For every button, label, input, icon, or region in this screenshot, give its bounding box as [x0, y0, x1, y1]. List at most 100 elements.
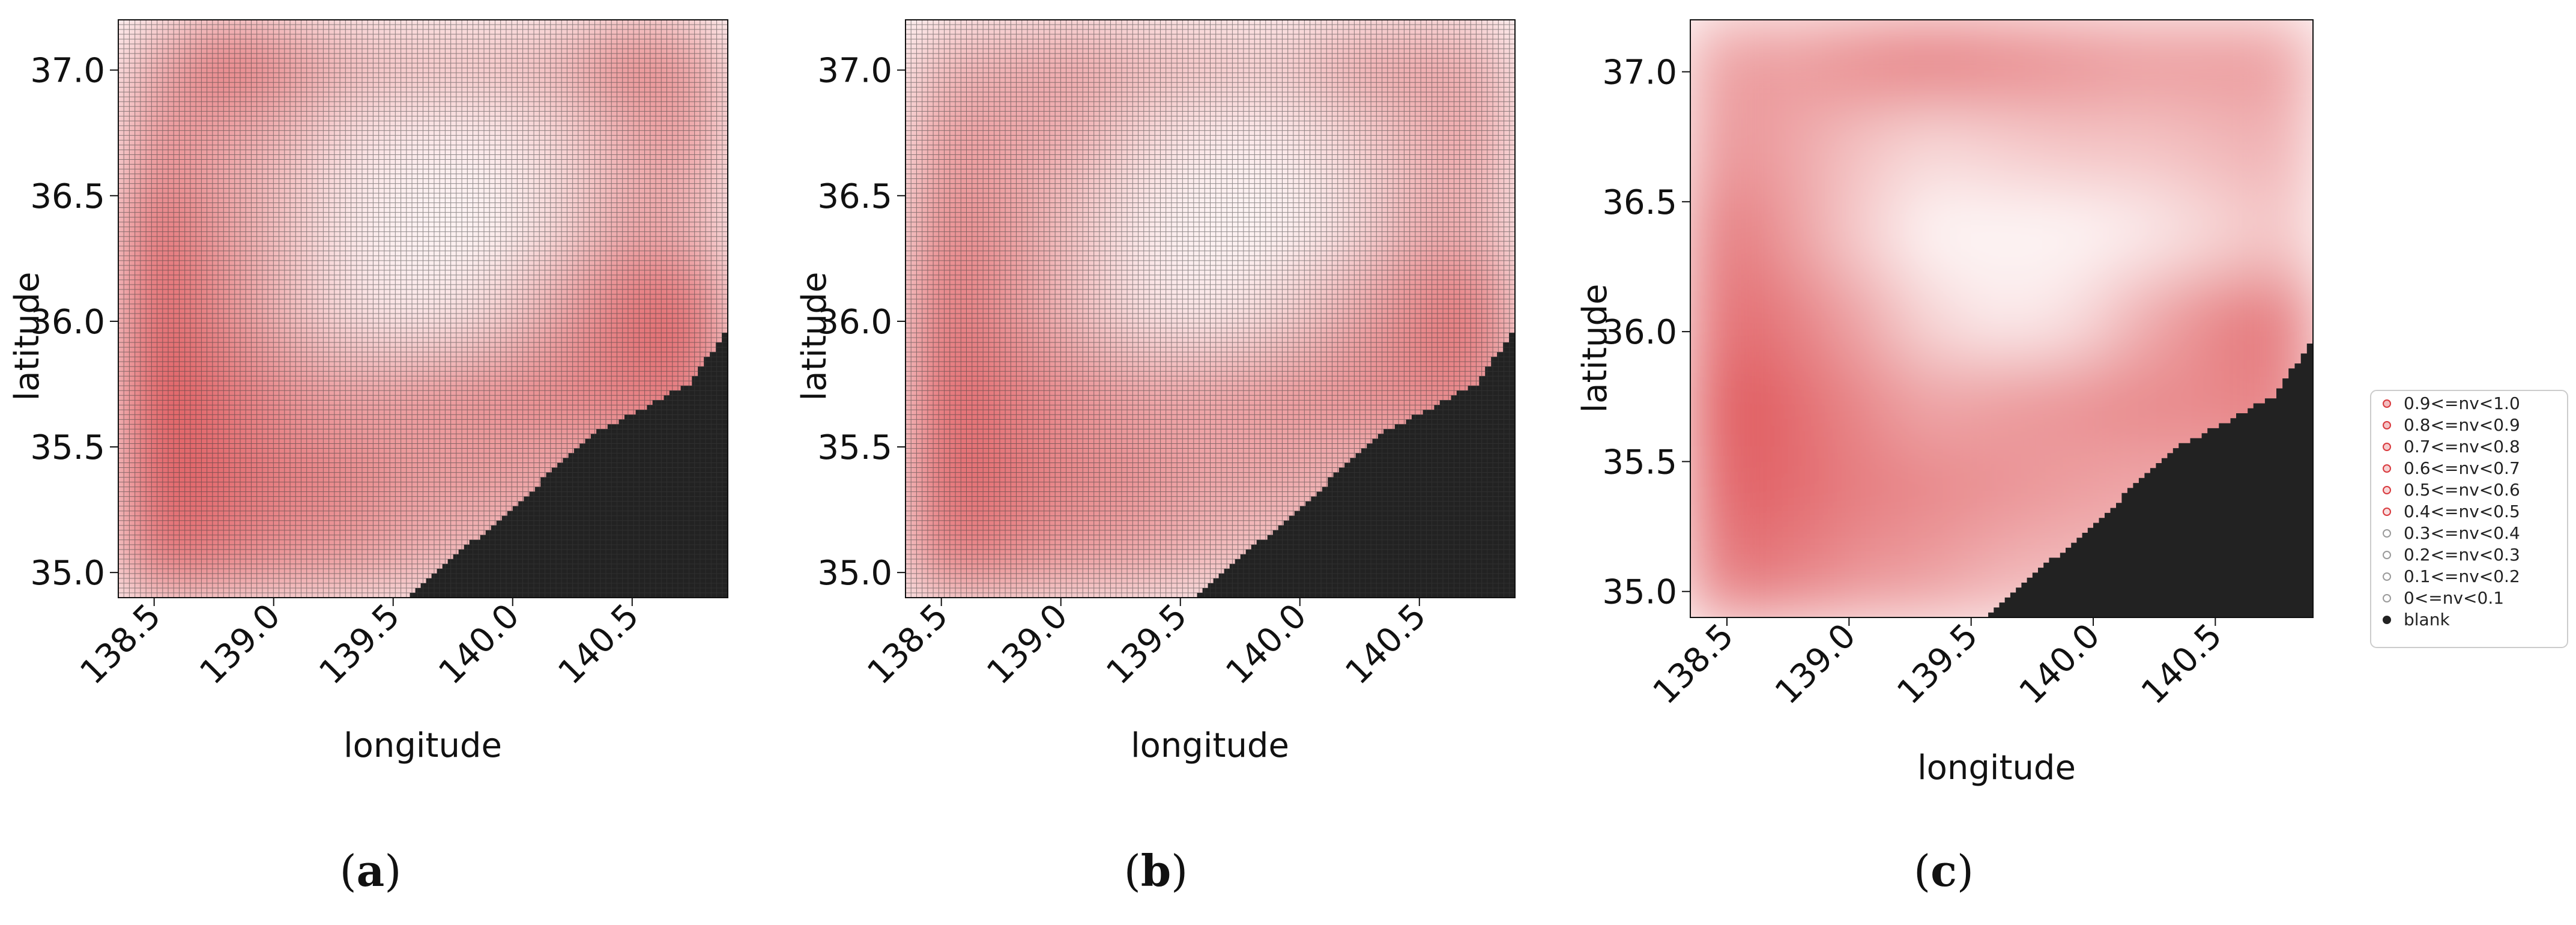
heat-cell: [118, 349, 187, 434]
heat-cell: [2036, 105, 2106, 192]
panel-c: 35.0 35.5 36.0 36.5 37.0 138.5 139.0 139.5 140.…: [1576, 19, 2314, 896]
heat-cell: [972, 184, 1042, 268]
heat-cell: [1447, 102, 1515, 186]
grid-lines-b: [906, 20, 1515, 598]
heat-cell: [1108, 349, 1178, 434]
heat-cell: [456, 20, 525, 103]
heat-cell: [1040, 20, 1110, 103]
heat-cell: [1447, 20, 1515, 103]
heat-cell: [1311, 184, 1380, 268]
heat-cell: [185, 102, 255, 186]
panel-a: 35.0 35.5 36.0 36.5 37.0 138.5 139.0 139.5 140.…: [8, 19, 728, 896]
heat-cell: [1040, 349, 1110, 434]
panel-label-a: (a): [340, 845, 402, 896]
heat-cell: [1966, 105, 2037, 192]
legend-box: [2370, 390, 2568, 648]
legend-marker: [2383, 399, 2391, 408]
legend-marker: [2383, 464, 2391, 473]
heat-cell: [321, 514, 390, 598]
legend-label: 0.6<=nv<0.7: [2404, 458, 2520, 478]
y-tick-label: 37.0: [1602, 53, 1677, 92]
x-ticks-b: 138.5 139.0 139.5 140.0 140.5: [860, 596, 1433, 692]
heat-cell: [1897, 275, 1968, 362]
heat-cell: [118, 184, 187, 268]
x-tick-label: 140.5: [551, 596, 646, 692]
heat-cell: [1690, 360, 1761, 447]
panel-label-b: (b): [1124, 845, 1188, 896]
heat-cell: [1759, 531, 1830, 617]
heat-cell: [2036, 190, 2106, 277]
heat-cell: [2243, 275, 2313, 362]
legend-marker: [2383, 443, 2391, 451]
heat-cell: [2105, 275, 2175, 362]
heat-cell: [1690, 20, 1761, 106]
heat-cell: [1828, 531, 1899, 617]
heat-cell: [2036, 20, 2106, 106]
heat-cell: [253, 432, 322, 516]
heat-cell: [118, 514, 187, 598]
plot-frame-b: [905, 19, 1516, 598]
heat-cell: [524, 102, 593, 186]
heat-cell: [972, 432, 1042, 516]
x-ticks-c: 138.5 139.0 139.5 140.0 140.5: [1646, 616, 2230, 712]
heat-cell: [2174, 20, 2245, 106]
heat-cell: [1108, 514, 1178, 598]
legend-marker: [2383, 551, 2391, 559]
heat-cell: [972, 514, 1042, 598]
heat-cell: [321, 20, 390, 103]
x-ticks-a: 138.5 139.0 139.5 140.0 140.5: [73, 596, 646, 692]
heat-cell: [321, 184, 390, 268]
heat-cell: [253, 349, 322, 434]
heat-cell: [185, 514, 255, 598]
heat-cell: [253, 514, 322, 598]
heat-cell: [1108, 432, 1178, 516]
legend-label: 0.7<=nv<0.8: [2404, 437, 2520, 456]
x-axis-label-c: longitude: [1917, 748, 2076, 787]
heat-cell: [2036, 360, 2106, 447]
y-tick-label: 36.0: [1602, 313, 1677, 352]
heat-cell: [1897, 446, 1968, 533]
y-tick-label: 35.0: [817, 554, 892, 593]
heat-cell: [1759, 360, 1830, 447]
x-tick-label: 139.5: [1890, 616, 1985, 712]
heat-cell: [1311, 349, 1380, 434]
heat-cell: [1108, 184, 1178, 268]
heat-cell: [1311, 102, 1380, 186]
heat-cell: [524, 184, 593, 268]
heat-cell: [659, 184, 728, 268]
heat-cell: [1897, 190, 1968, 277]
heat-cell: [1243, 184, 1313, 268]
heat-cell: [2243, 20, 2313, 106]
y-axis-label-c: latitude: [1576, 284, 1615, 413]
plot-frame-a: [118, 19, 728, 598]
heat-cell: [524, 349, 593, 434]
heat-cell: [1690, 275, 1761, 362]
x-tick-label: 139.5: [1099, 596, 1194, 692]
heat-cell: [906, 20, 974, 103]
heat-cell: [1966, 190, 2037, 277]
x-tick-label: 139.0: [192, 596, 288, 692]
heat-cell: [2036, 446, 2106, 533]
heat-cell: [253, 102, 322, 186]
heat-cell: [1243, 102, 1313, 186]
heat-cell: [591, 184, 661, 268]
heat-cell: [591, 102, 661, 186]
legend-label: 0.3<=nv<0.4: [2404, 523, 2520, 543]
heat-cell: [2036, 275, 2106, 362]
y-ticks-b: 35.0 35.5 36.0 36.5 37.0: [817, 52, 906, 593]
heat-cell: [185, 184, 255, 268]
heat-cell: [321, 432, 390, 516]
x-tick-label: 138.5: [73, 596, 168, 692]
heat-cell: [659, 20, 728, 103]
panel-label-c: (c): [1914, 845, 1974, 896]
heat-cell: [321, 349, 390, 434]
legend-label: 0<=nv<0.1: [2404, 588, 2504, 608]
y-tick-label: 35.0: [30, 554, 105, 593]
legend-marker: [2383, 486, 2391, 494]
y-axis-label-b: latitude: [795, 272, 834, 401]
heat-cell: [1897, 20, 1968, 106]
legend-marker: [2383, 572, 2391, 581]
legend: 0.9<=nv<1.00.8<=nv<0.9 0.7<=nv<0.8 0.6<=nv…: [2370, 390, 2568, 648]
heat-cell: [2174, 190, 2245, 277]
